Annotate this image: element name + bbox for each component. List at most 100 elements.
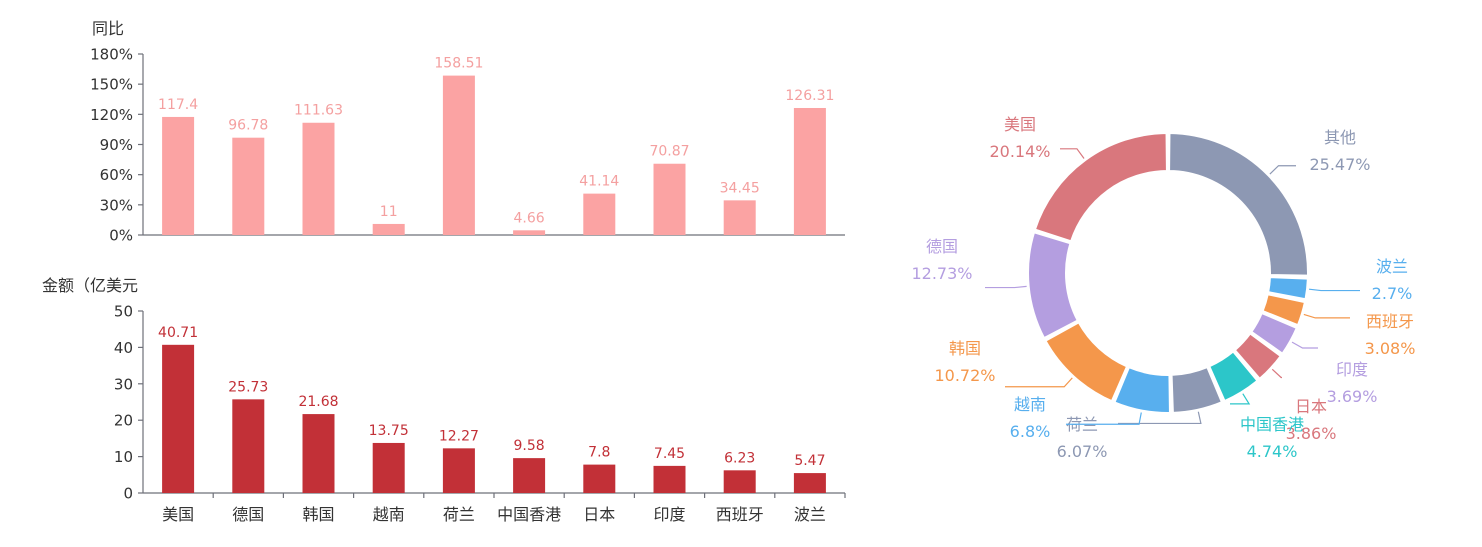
slice-name-label: 德国 xyxy=(926,237,958,256)
slice-name-label: 西班牙 xyxy=(1366,312,1414,331)
data-label: 126.31 xyxy=(785,88,834,104)
bar xyxy=(302,122,335,235)
data-label: 158.51 xyxy=(434,56,483,72)
slice-percent-label: 20.14% xyxy=(989,142,1050,161)
bar xyxy=(372,442,405,493)
bar xyxy=(653,465,686,493)
data-label: 12.27 xyxy=(439,428,479,444)
slice-percent-label: 6.07% xyxy=(1057,442,1108,461)
y-tick-label: 40 xyxy=(114,339,133,357)
yoy-bar-chart: 同比 0% 30% 60% 90% 120% 150% 180% 117.4 96.78 111.6… xyxy=(90,19,845,245)
x-tick-label: 西班牙 xyxy=(716,505,764,524)
y-tick-label: 180% xyxy=(90,46,133,64)
data-label: 7.8 xyxy=(588,445,610,461)
leader-line xyxy=(1060,148,1085,159)
donut-slice xyxy=(1027,231,1080,340)
slice-name-label: 越南 xyxy=(1014,395,1046,414)
donut-slice xyxy=(1207,350,1259,403)
donut-slice xyxy=(1168,131,1309,277)
leader-line xyxy=(1005,377,1073,388)
bar xyxy=(302,414,335,493)
x-tick-label: 德国 xyxy=(232,505,264,524)
donut-slice xyxy=(1033,131,1168,243)
data-label: 7.45 xyxy=(654,446,685,462)
amount-bar-chart: 金额（亿美元 0 10 20 30 40 50 40.71 美国 25.73 德国 21.68 韩国 13… xyxy=(42,276,846,524)
bar xyxy=(372,223,405,235)
y-tick-label: 30% xyxy=(100,196,133,214)
bar xyxy=(583,464,616,493)
share-donut-chart: 其他 25.47% 波兰 2.7% 西班牙 3.08% 印度 3.69%日本 3.86%中国香港… xyxy=(911,115,1415,461)
slice-name-label: 中国香港 xyxy=(1240,415,1304,434)
leader-line xyxy=(985,285,1027,289)
donut-slice xyxy=(1261,293,1307,327)
leader-line xyxy=(1269,165,1296,175)
slice-percent-label: 12.73% xyxy=(911,264,972,283)
y-tick-label: 0% xyxy=(109,227,133,245)
leader-line xyxy=(1118,411,1202,425)
x-tick-label: 越南 xyxy=(373,505,405,524)
y-tick-label: 60% xyxy=(100,166,133,184)
y-tick-label: 0 xyxy=(123,485,133,503)
data-label: 4.66 xyxy=(514,210,545,226)
leader-line xyxy=(1291,341,1318,349)
data-label: 40.71 xyxy=(158,325,198,341)
x-tick-label: 印度 xyxy=(653,505,685,524)
donut-slice xyxy=(1113,365,1171,414)
bar xyxy=(162,344,195,493)
y-axis-title: 同比 xyxy=(92,19,124,38)
leader-line xyxy=(1271,368,1282,379)
data-label: 34.45 xyxy=(720,180,760,196)
y-tick-label: 10 xyxy=(114,448,133,466)
slice-percent-label: 3.69% xyxy=(1327,387,1378,406)
data-label: 13.75 xyxy=(369,423,409,439)
data-label: 6.23 xyxy=(724,450,755,466)
slice-name-label: 韩国 xyxy=(949,339,981,358)
y-tick-label: 30 xyxy=(114,375,133,393)
leader-line xyxy=(1303,313,1350,319)
x-tick-label: 中国香港 xyxy=(497,505,561,524)
y-tick-label: 20 xyxy=(114,412,133,430)
slice-percent-label: 3.08% xyxy=(1365,339,1416,358)
y-tick-label: 150% xyxy=(90,76,133,94)
bar xyxy=(723,200,756,235)
slice-percent-label: 2.7% xyxy=(1372,284,1413,303)
slice-name-label: 波兰 xyxy=(1376,257,1408,276)
bar xyxy=(513,230,546,235)
donut-slice xyxy=(1233,332,1283,381)
leader-line xyxy=(1066,412,1142,425)
slice-percent-label: 10.72% xyxy=(934,366,995,385)
slice-name-label: 其他 xyxy=(1324,128,1356,147)
bar xyxy=(162,116,195,235)
bar xyxy=(442,448,475,493)
data-label: 11 xyxy=(380,204,398,220)
bar xyxy=(513,458,546,493)
leader-line xyxy=(1230,393,1251,405)
y-axis-title: 金额（亿美元 xyxy=(42,276,138,295)
data-label: 41.14 xyxy=(579,174,619,190)
donut-slice xyxy=(1170,365,1224,414)
slice-percent-label: 25.47% xyxy=(1309,155,1370,174)
bar xyxy=(723,470,756,493)
donut-slice xyxy=(1044,320,1129,403)
bar xyxy=(232,137,265,235)
data-label: 5.47 xyxy=(794,453,825,469)
data-label: 117.4 xyxy=(158,97,198,113)
bar xyxy=(232,399,265,493)
bar xyxy=(793,107,826,235)
data-label: 96.78 xyxy=(228,118,268,134)
data-label: 25.73 xyxy=(228,379,268,395)
bar xyxy=(583,193,616,235)
data-label: 9.58 xyxy=(514,438,545,454)
slice-name-label: 日本 xyxy=(1295,397,1327,416)
slice-percent-label: 3.86% xyxy=(1286,424,1337,443)
y-tick-label: 50 xyxy=(114,303,133,321)
x-tick-label: 荷兰 xyxy=(443,505,475,524)
slice-percent-label: 6.8% xyxy=(1010,422,1051,441)
y-tick-label: 120% xyxy=(90,106,133,124)
bar xyxy=(442,75,475,235)
x-tick-label: 韩国 xyxy=(302,505,334,524)
y-tick-label: 90% xyxy=(100,136,133,154)
donut-slice xyxy=(1249,311,1299,356)
slice-name-label: 印度 xyxy=(1336,360,1368,379)
